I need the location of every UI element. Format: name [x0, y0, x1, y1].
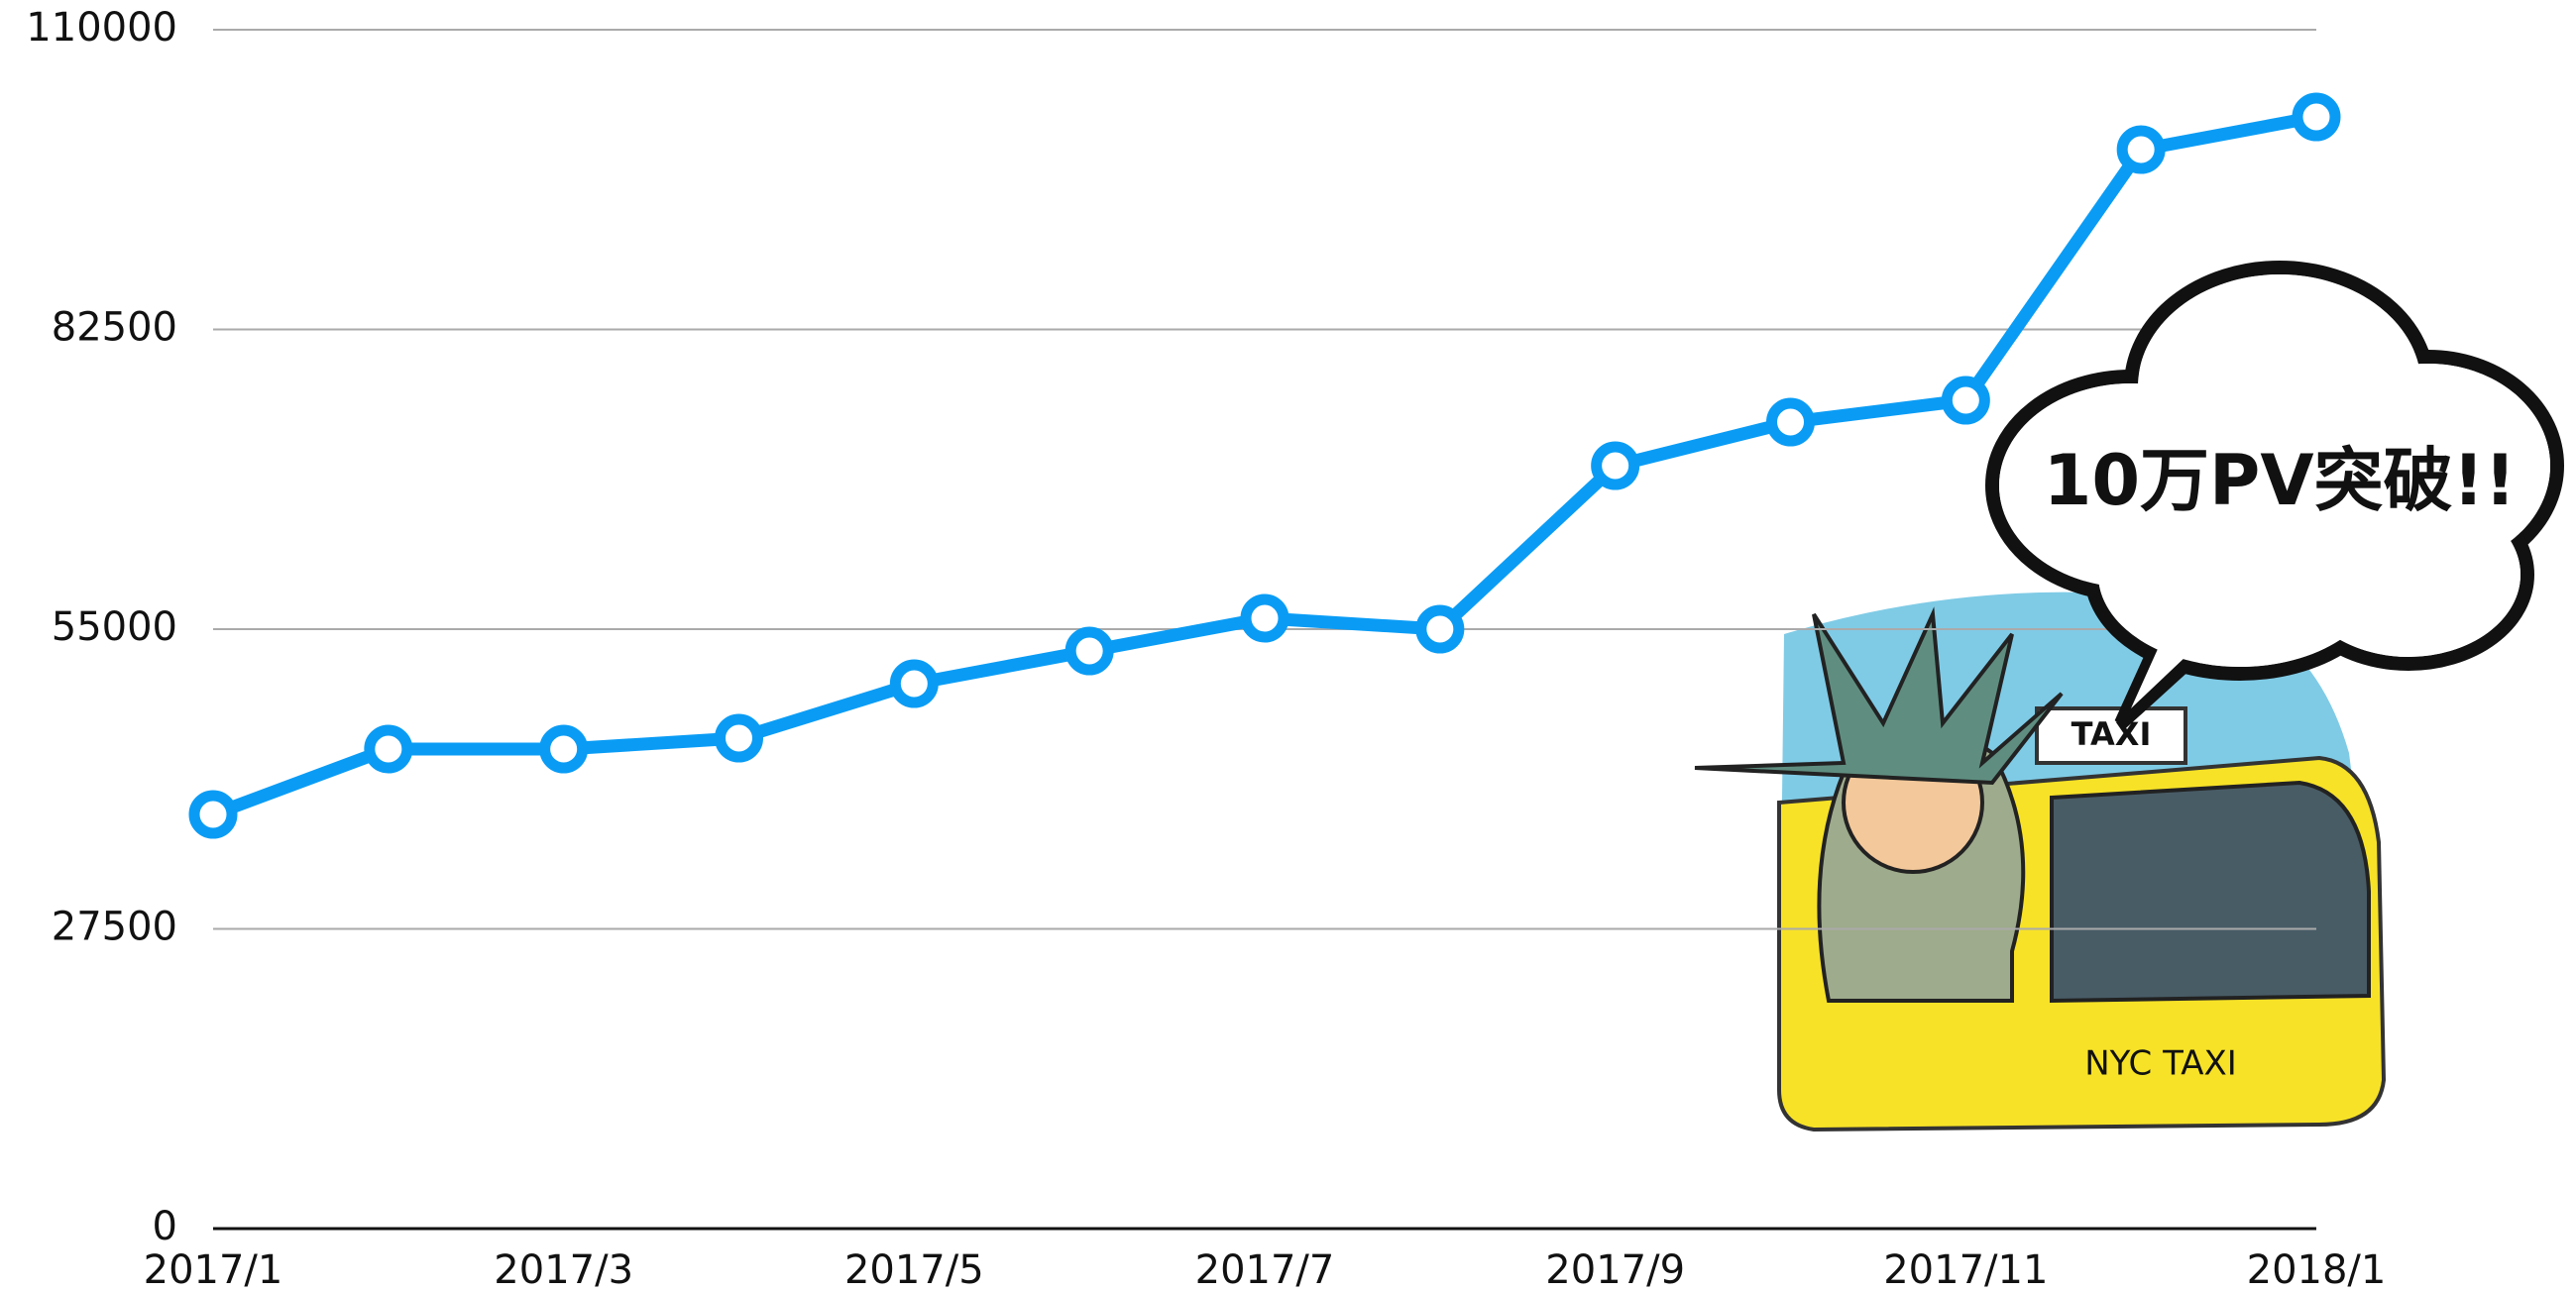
annotation: 10万PV突破!!: [2044, 440, 2517, 521]
data-point: [370, 730, 407, 768]
x-tick-label: 2017/3: [494, 1247, 633, 1293]
data-point: [1947, 381, 1984, 419]
data-point: [895, 665, 933, 702]
x-tick-label: 2017/7: [1195, 1247, 1335, 1293]
x-tick-label: 2017/1: [144, 1247, 283, 1293]
y-tick-label: 110000: [26, 5, 177, 51]
chart: TAXI NYC TAXI 0 27500 55000 82500 110000 2017…: [0, 0, 2576, 1293]
data-point: [721, 719, 758, 757]
y-tick-label: 27500: [52, 905, 177, 950]
taxi-door-text: NYC TAXI: [2084, 1044, 2237, 1084]
data-point: [1597, 447, 1634, 485]
data-point: [2297, 98, 2335, 136]
data-point: [1421, 610, 1459, 648]
y-tick-label: 82500: [52, 305, 177, 351]
y-tick-label: 0: [153, 1204, 177, 1249]
taxi-window: [2052, 783, 2369, 1001]
data-point: [1070, 632, 1108, 670]
data-point: [2122, 131, 2160, 168]
taxi-sign-text: TAXI: [2072, 715, 2152, 753]
data-point: [1772, 403, 1810, 441]
data-point: [545, 730, 583, 768]
x-tick-label: 2018/1: [2247, 1247, 2387, 1293]
x-tick-label: 2017/5: [844, 1247, 984, 1293]
data-point: [1246, 599, 1284, 637]
x-tick-label: 2017/9: [1545, 1247, 1685, 1293]
data-point: [194, 796, 232, 833]
x-tick-label: 2017/11: [1883, 1247, 2048, 1293]
y-tick-label: 55000: [52, 604, 177, 650]
